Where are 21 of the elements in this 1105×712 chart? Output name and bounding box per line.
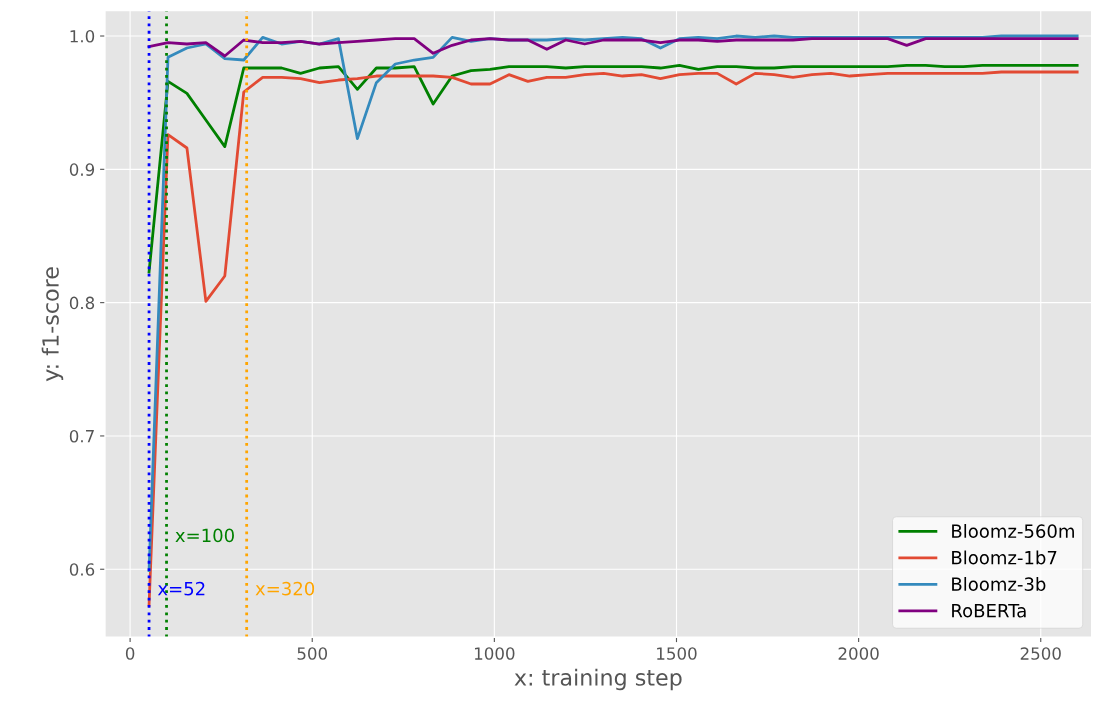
- ref-line-label: x=100: [175, 528, 234, 543]
- ref-line-label: x=52: [157, 581, 205, 596]
- y-tick-label: 0.9: [69, 163, 95, 176]
- y-tick-label: 1.0: [70, 29, 95, 43]
- y-tick-label: 0.8: [69, 296, 95, 310]
- x-axis-title: x: training step: [514, 668, 682, 691]
- x-tick-label: 500: [297, 647, 328, 660]
- legend-label: Bloomz-3b: [952, 577, 1046, 591]
- legend-label: RoBERTa: [952, 604, 1026, 618]
- x-tick-label: 2000: [838, 647, 879, 660]
- y-axis-title: y: f1-score: [41, 267, 64, 382]
- legend-label: Bloomz-560m: [952, 524, 1074, 538]
- line-series: [147, 37, 1079, 58]
- x-tick-label: 0: [125, 647, 135, 660]
- y-tick-label: 0.6: [69, 563, 95, 576]
- x-tick-label: 1500: [657, 647, 697, 660]
- x-tick-label: 1000: [474, 647, 515, 660]
- x-tick-label: 2500: [1020, 647, 1061, 660]
- y-tick-label: 0.7: [69, 429, 94, 443]
- legend-label: Bloomz-1b7: [952, 550, 1057, 565]
- ref-line-label: x=320: [255, 581, 315, 596]
